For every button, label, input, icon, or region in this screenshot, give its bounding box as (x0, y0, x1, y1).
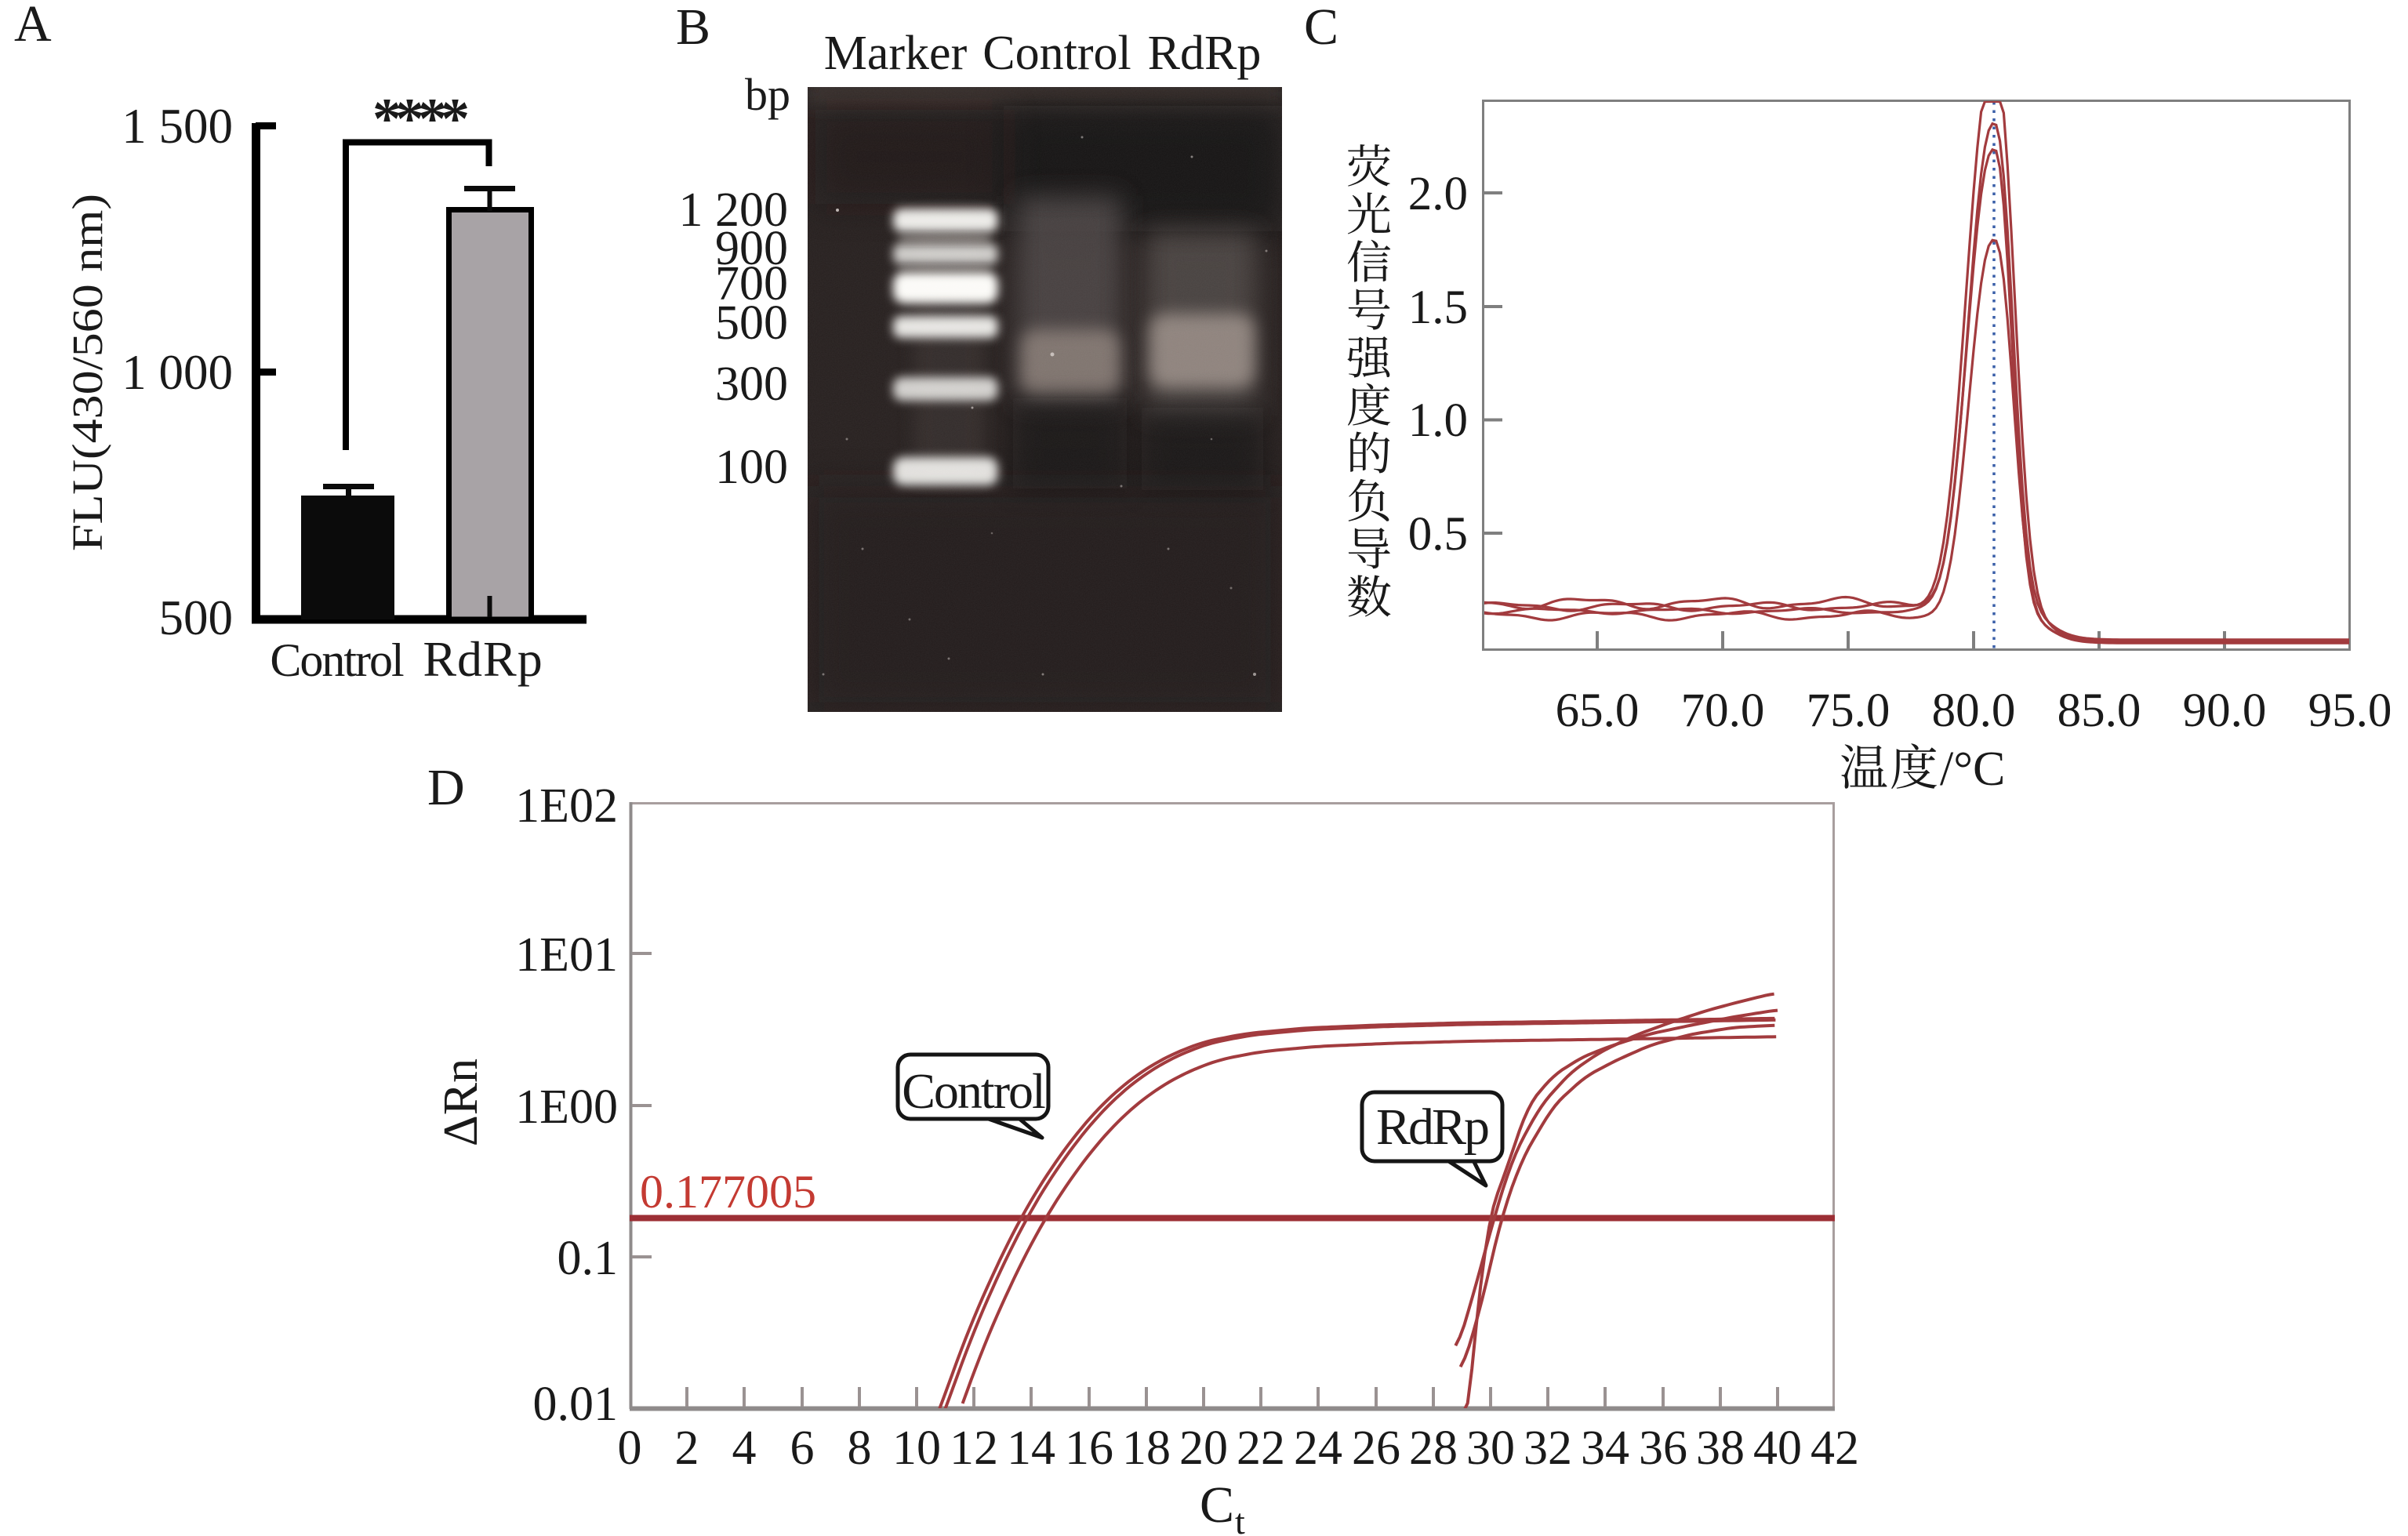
svg-text:****: **** (372, 87, 467, 151)
svg-text:16: 16 (1065, 1422, 1113, 1475)
svg-text:500: 500 (715, 296, 788, 350)
svg-text:20: 20 (1179, 1422, 1228, 1475)
svg-text:22: 22 (1237, 1422, 1285, 1475)
svg-text:18: 18 (1122, 1422, 1171, 1475)
svg-text:C: C (1304, 0, 1338, 56)
svg-text:8: 8 (848, 1422, 872, 1475)
svg-text:26: 26 (1352, 1422, 1400, 1475)
svg-text:bp: bp (745, 69, 790, 120)
svg-text:1E00: 1E00 (515, 1080, 618, 1134)
svg-text:D: D (427, 759, 465, 816)
svg-text:Control: Control (982, 27, 1131, 80)
svg-text:Control: Control (902, 1063, 1045, 1119)
svg-text:1E01: 1E01 (515, 928, 618, 982)
svg-text:2: 2 (675, 1422, 699, 1475)
svg-text:28: 28 (1409, 1422, 1458, 1475)
svg-text:C: C (1200, 1476, 1234, 1534)
svg-text:RdRp: RdRp (1148, 27, 1262, 80)
svg-text:14: 14 (1007, 1422, 1055, 1475)
svg-text:85.0: 85.0 (2058, 684, 2141, 737)
svg-text:0.1: 0.1 (558, 1232, 619, 1285)
svg-text:1E02: 1E02 (515, 779, 618, 833)
svg-text:12: 12 (950, 1422, 998, 1475)
svg-text:100: 100 (715, 441, 788, 494)
svg-text:70.0: 70.0 (1681, 684, 1765, 737)
svg-text:34: 34 (1581, 1422, 1629, 1475)
svg-text:30: 30 (1466, 1422, 1515, 1475)
svg-text:4: 4 (732, 1422, 757, 1475)
svg-text:A: A (14, 0, 52, 53)
svg-text:90.0: 90.0 (2183, 684, 2267, 737)
svg-text:B: B (676, 0, 710, 56)
svg-text:75.0: 75.0 (1807, 684, 1890, 737)
svg-text:1 500: 1 500 (122, 99, 233, 154)
svg-text:1.5: 1.5 (1408, 281, 1468, 334)
svg-text:80.0: 80.0 (1932, 684, 2016, 737)
svg-text:1 000: 1 000 (122, 345, 233, 400)
svg-text:24: 24 (1294, 1422, 1342, 1475)
svg-text:0: 0 (618, 1422, 642, 1475)
svg-text:95.0: 95.0 (2308, 684, 2392, 737)
svg-text:0.5: 0.5 (1408, 508, 1468, 561)
svg-text:FLU(430/560 nm): FLU(430/560 nm) (64, 194, 111, 551)
svg-text:2.0: 2.0 (1408, 168, 1468, 220)
svg-text:6: 6 (790, 1422, 815, 1475)
svg-text:0.01: 0.01 (533, 1378, 619, 1431)
svg-text:32: 32 (1524, 1422, 1572, 1475)
svg-text:700: 700 (715, 257, 788, 310)
svg-text:40: 40 (1753, 1422, 1802, 1475)
svg-text:10: 10 (892, 1422, 941, 1475)
svg-text:RdRp: RdRp (423, 631, 543, 687)
svg-text:65.0: 65.0 (1556, 684, 1640, 737)
svg-text:36: 36 (1639, 1422, 1687, 1475)
svg-text:Control: Control (270, 634, 404, 686)
svg-text:/°C: /°C (1940, 743, 2005, 796)
svg-text:500: 500 (159, 590, 234, 645)
svg-text:1.0: 1.0 (1408, 394, 1468, 447)
svg-text:ΔRn: ΔRn (434, 1058, 488, 1146)
svg-text:300: 300 (715, 358, 788, 411)
svg-text:RdRp: RdRp (1376, 1098, 1488, 1156)
svg-text:t: t (1235, 1502, 1245, 1536)
svg-text:900: 900 (715, 222, 788, 275)
svg-text:Marker: Marker (824, 27, 968, 80)
svg-text:0.177005: 0.177005 (640, 1166, 816, 1218)
svg-text:1 200: 1 200 (679, 183, 789, 237)
svg-text:42: 42 (1811, 1422, 1859, 1475)
svg-text:38: 38 (1696, 1422, 1745, 1475)
